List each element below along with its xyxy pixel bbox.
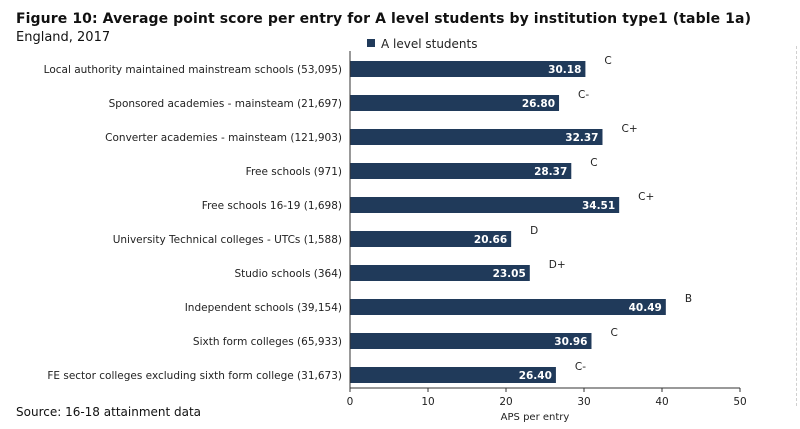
- source-note: Source: 16-18 attainment data: [16, 405, 202, 419]
- category-label: Independent schools (39,154): [185, 302, 342, 314]
- x-tick-label: 20: [499, 396, 512, 408]
- x-axis-title: APS per entry: [501, 412, 570, 423]
- bar: [350, 61, 586, 77]
- grade-label: C: [590, 157, 597, 169]
- value-label: 20.66: [474, 234, 507, 246]
- category-label: Sponsored academies - mainsteam (21,697): [109, 98, 342, 110]
- x-axis: 0 10 20 30 40 50 APS per entry: [347, 51, 747, 423]
- grade-label: C: [610, 327, 617, 339]
- grade-label: D: [530, 225, 538, 237]
- grade-label: C-: [578, 89, 589, 101]
- x-tick-label: 10: [421, 396, 434, 408]
- bar: [350, 197, 620, 213]
- category-label: Studio schools (364): [235, 268, 343, 280]
- x-tick-label: 50: [733, 396, 746, 408]
- category-label: Local authority maintained mainstream sc…: [44, 64, 342, 76]
- x-tick-label: 30: [577, 396, 590, 408]
- category-label: University Technical colleges - UTCs (1,…: [113, 234, 342, 246]
- grade-label: D+: [549, 259, 566, 271]
- value-label: 30.18: [548, 64, 581, 76]
- bar: [350, 367, 556, 383]
- grade-label: B: [685, 293, 692, 305]
- chart-title: Figure 10: Average point score per entry…: [16, 11, 752, 27]
- value-label: 40.49: [629, 302, 662, 314]
- grade-label: C+: [638, 191, 654, 203]
- x-tick-label: 40: [655, 396, 668, 408]
- value-label: 26.80: [522, 98, 555, 110]
- page-edge-divider: [796, 46, 797, 406]
- legend-label: A level students: [381, 37, 478, 51]
- legend: A level students: [367, 37, 478, 51]
- legend-swatch: [367, 39, 375, 47]
- bar: [350, 231, 512, 247]
- value-label: 32.37: [565, 132, 598, 144]
- category-label: Converter academies - mainsteam (121,903…: [105, 132, 342, 144]
- grade-label: C+: [621, 123, 637, 135]
- value-label: 30.96: [554, 336, 587, 348]
- bar: [350, 163, 572, 179]
- chart-subtitle: England, 2017: [16, 30, 111, 45]
- bar: [350, 265, 530, 281]
- value-label: 28.37: [534, 166, 567, 178]
- value-label: 23.05: [493, 268, 526, 280]
- category-label: Sixth form colleges (65,933): [193, 336, 342, 348]
- value-label: 26.40: [519, 370, 552, 382]
- x-tick-label: 0: [347, 396, 354, 408]
- grade-label: C-: [575, 361, 586, 373]
- value-label: 34.51: [582, 200, 615, 212]
- bar: [350, 95, 560, 111]
- category-label: Free schools (971): [246, 166, 342, 178]
- bar: [350, 129, 603, 145]
- category-label: FE sector colleges excluding sixth form …: [47, 370, 342, 382]
- grade-label: C: [604, 55, 611, 67]
- bar: [350, 333, 592, 349]
- bars: Local authority maintained mainstream sc…: [44, 55, 692, 383]
- bar: [350, 299, 666, 315]
- category-label: Free schools 16-19 (1,698): [202, 200, 342, 212]
